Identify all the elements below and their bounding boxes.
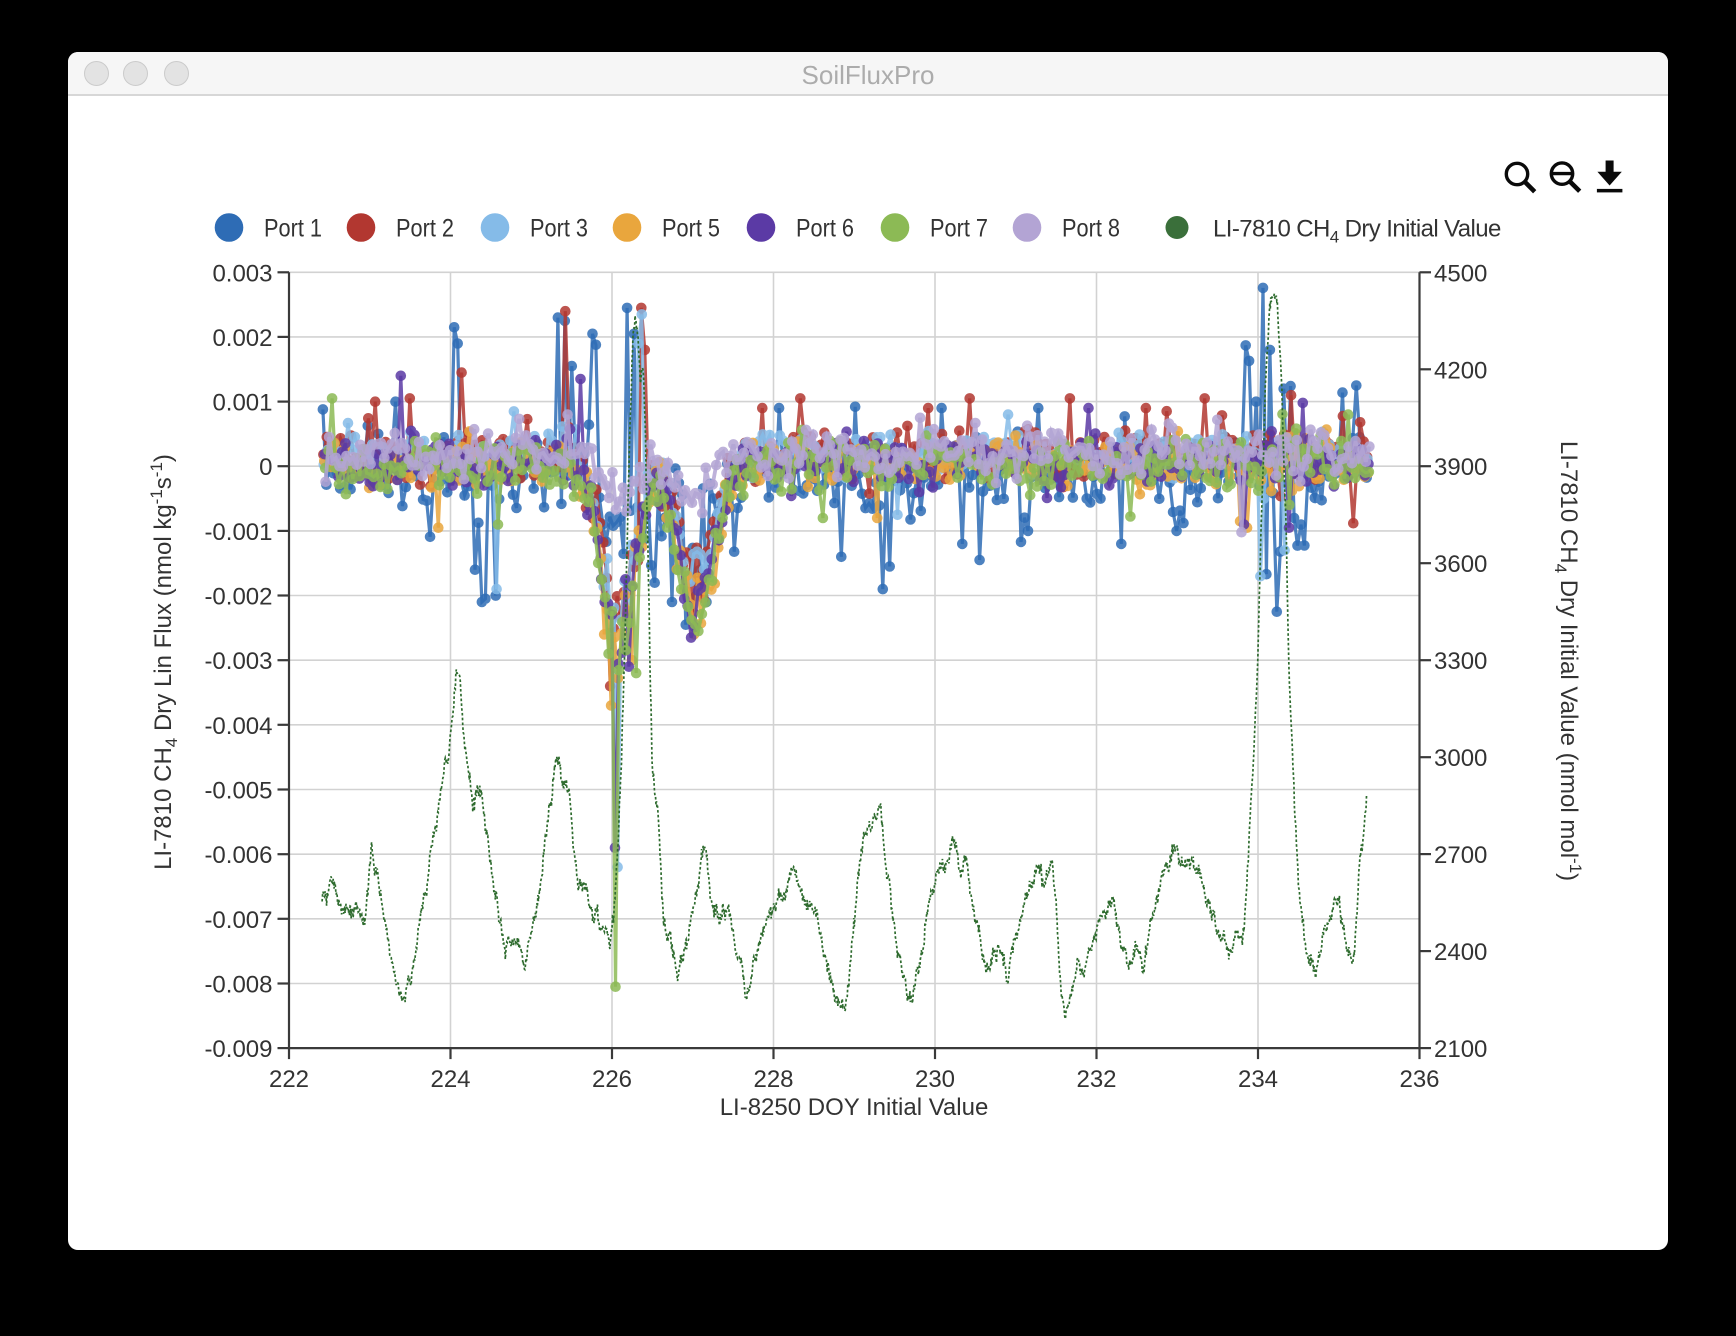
- svg-text:232: 232: [1076, 1066, 1116, 1093]
- svg-text:2700: 2700: [1434, 842, 1487, 869]
- svg-text:226: 226: [592, 1066, 632, 1093]
- svg-text:-0.005: -0.005: [204, 778, 272, 805]
- svg-text:2400: 2400: [1434, 939, 1487, 966]
- svg-text:Port 8: Port 8: [1062, 215, 1120, 243]
- svg-text:236: 236: [1399, 1066, 1439, 1093]
- svg-text:Port 2: Port 2: [396, 215, 454, 243]
- svg-text:4500: 4500: [1434, 260, 1487, 287]
- svg-text:Port 6: Port 6: [796, 215, 854, 243]
- svg-text:-0.002: -0.002: [204, 584, 272, 611]
- svg-text:-0.008: -0.008: [204, 972, 272, 999]
- svg-text:234: 234: [1238, 1066, 1278, 1093]
- svg-text:-0.009: -0.009: [204, 1036, 272, 1063]
- svg-text:2100: 2100: [1434, 1036, 1487, 1063]
- svg-text:LI-7810 CH4 Dry Lin Flux (nmol: LI-7810 CH4 Dry Lin Flux (nmol kg-1s-1): [147, 454, 181, 870]
- svg-text:Port 1: Port 1: [264, 215, 322, 243]
- svg-text:0: 0: [259, 454, 272, 481]
- svg-text:228: 228: [753, 1066, 793, 1093]
- svg-text:3000: 3000: [1434, 745, 1487, 772]
- svg-text:-0.007: -0.007: [204, 907, 272, 934]
- svg-text:3300: 3300: [1434, 648, 1487, 675]
- svg-text:-0.001: -0.001: [204, 519, 272, 546]
- svg-text:4200: 4200: [1434, 357, 1487, 384]
- svg-text:LI-7810 CH4 Dry Initial Value: LI-7810 CH4 Dry Initial Value (nmol mol-…: [1551, 441, 1585, 881]
- svg-text:222: 222: [269, 1066, 309, 1093]
- svg-text:-0.004: -0.004: [204, 713, 272, 740]
- svg-text:230: 230: [915, 1066, 955, 1093]
- svg-text:-0.003: -0.003: [204, 648, 272, 675]
- svg-text:Port 3: Port 3: [530, 215, 588, 243]
- svg-text:0.001: 0.001: [212, 390, 272, 417]
- svg-text:224: 224: [430, 1066, 470, 1093]
- svg-text:3600: 3600: [1434, 551, 1487, 578]
- svg-text:LI-7810 CH4 Dry Initial Value: LI-7810 CH4 Dry Initial Value: [1213, 216, 1501, 247]
- svg-text:0.002: 0.002: [212, 325, 272, 352]
- svg-text:LI-8250 DOY Initial Value: LI-8250 DOY Initial Value: [720, 1094, 989, 1121]
- svg-text:3900: 3900: [1434, 454, 1487, 481]
- svg-text:Port 7: Port 7: [930, 215, 988, 243]
- svg-text:-0.006: -0.006: [204, 842, 272, 869]
- svg-text:Port 5: Port 5: [662, 215, 720, 243]
- svg-text:0.003: 0.003: [212, 260, 272, 287]
